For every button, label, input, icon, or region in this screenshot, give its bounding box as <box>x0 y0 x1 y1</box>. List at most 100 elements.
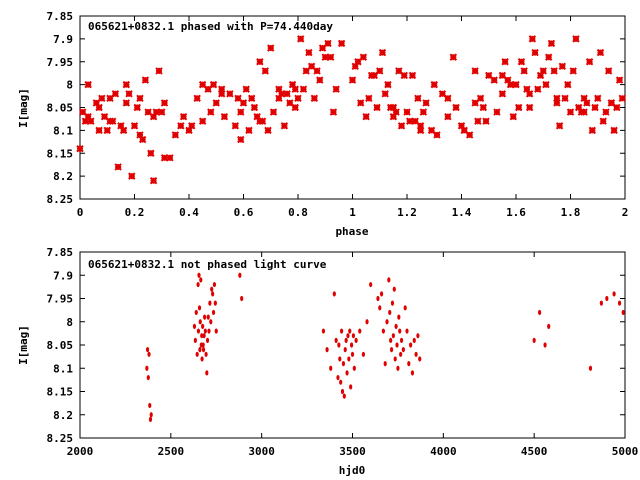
phased-data-point <box>476 94 485 103</box>
unphased-data-point <box>346 333 350 339</box>
unphased-data-point <box>195 351 199 357</box>
phased-data-point <box>515 103 523 112</box>
unphased-plot-xlabel: hjd0 <box>339 464 366 477</box>
unphased-plot: 065621+0832.1 not phased light curve hjd… <box>17 246 638 477</box>
phased-data-point <box>618 94 626 103</box>
unphased-data-point <box>388 309 392 316</box>
phased-data-point <box>316 76 324 84</box>
phased-data-point <box>509 112 517 121</box>
unphased-data-point <box>376 295 380 302</box>
phased-data-point <box>493 108 501 116</box>
phased-data-point <box>381 90 389 98</box>
phased-data-point <box>471 99 479 107</box>
phased-plot-frame <box>79 15 626 200</box>
unphased-data-point <box>354 337 358 343</box>
phased-data-point <box>539 67 547 75</box>
phased-xtick-label: 1 <box>349 206 356 219</box>
phased-data-point <box>160 154 169 162</box>
unphased-data-point <box>412 337 416 343</box>
phased-data-point <box>596 48 605 57</box>
phased-data-point <box>114 163 122 171</box>
unphased-data-point <box>532 337 536 343</box>
phased-data-point <box>370 71 379 80</box>
phased-data-point <box>283 90 291 98</box>
unphased-data-point <box>343 347 347 353</box>
unphased-xtick-label: 2500 <box>158 445 185 458</box>
phased-data-point <box>438 90 447 98</box>
phased-data-point <box>261 67 270 75</box>
phased-data-point <box>108 117 117 125</box>
phased-data-point <box>572 35 580 43</box>
unphased-data-point <box>349 384 353 390</box>
unphased-data-point <box>197 272 201 278</box>
phased-data-point <box>460 126 468 135</box>
unphased-data-point <box>358 328 362 334</box>
phased-data-point <box>564 80 572 89</box>
unphased-data-point <box>599 300 603 306</box>
phased-data-point <box>217 90 226 98</box>
unphased-data-point <box>329 365 333 371</box>
phased-data-point <box>395 67 403 75</box>
unphased-data-point <box>200 356 204 362</box>
unphased-data-point <box>352 365 356 371</box>
unphased-data-point <box>145 347 150 353</box>
phased-data-point <box>84 80 92 89</box>
phased-data-point <box>397 122 406 130</box>
phased-plot-xlabel: phase <box>335 225 368 238</box>
phased-data-point <box>506 80 515 89</box>
phased-data-point <box>501 58 509 66</box>
phased-data-point <box>444 94 452 103</box>
unphased-xtick-label: 2000 <box>67 445 94 458</box>
phased-data-point <box>408 71 417 80</box>
phased-ytick-label: 7.95 <box>47 56 74 69</box>
phased-data-point <box>318 44 327 52</box>
unphased-data-point <box>397 314 401 320</box>
unphased-data-point <box>347 356 351 362</box>
phased-data-point <box>247 94 256 103</box>
phased-data-point <box>566 108 575 116</box>
unphased-plot-ylabel: I[mag] <box>17 325 30 365</box>
phased-data-point <box>291 85 299 93</box>
phased-data-point <box>204 85 212 93</box>
unphased-data-point <box>340 388 345 395</box>
phased-data-point <box>310 94 319 103</box>
phased-data-point <box>100 112 109 121</box>
unphased-data-point <box>200 333 204 339</box>
phased-data-point <box>321 53 329 61</box>
phased-xtick-label: 0.4 <box>179 206 199 219</box>
unphased-data-point <box>394 323 398 329</box>
unphased-data-point <box>339 379 343 385</box>
unphased-data-point <box>365 319 369 325</box>
phased-data-point <box>520 67 528 75</box>
unphased-data-point <box>391 333 395 339</box>
phased-data-point <box>149 112 158 121</box>
phased-xtick-label: 0.6 <box>234 206 254 219</box>
phased-data-point <box>76 144 84 153</box>
unphased-data-point <box>204 351 208 357</box>
phased-data-point <box>242 85 250 93</box>
unphased-ytick-label: 7.9 <box>53 269 73 282</box>
unphased-data-point <box>350 351 355 357</box>
phased-data-point <box>122 80 131 89</box>
unphased-xtick-label: 5000 <box>612 445 639 458</box>
unphased-xtick-label: 4500 <box>521 445 548 458</box>
phased-data-point <box>490 76 498 84</box>
phased-data-point <box>482 117 490 125</box>
phased-data-point <box>95 103 103 112</box>
unphased-ytick-label: 8.15 <box>47 386 74 399</box>
unphased-data-point <box>207 328 211 334</box>
phased-data-point <box>591 103 599 112</box>
phased-data-point <box>136 94 144 103</box>
unphased-data-point <box>198 347 202 353</box>
unphased-data-point <box>381 328 385 334</box>
phased-data-point <box>553 94 561 103</box>
unphased-data-point <box>201 323 205 329</box>
phased-data-point <box>485 71 493 80</box>
phased-data-point <box>583 99 591 107</box>
phased-data-point <box>555 122 564 130</box>
phased-data-point <box>422 99 430 107</box>
phased-plot: 065621+0832.1 phased with P=74.440day ph… <box>17 10 628 238</box>
phased-data-point <box>599 117 607 125</box>
